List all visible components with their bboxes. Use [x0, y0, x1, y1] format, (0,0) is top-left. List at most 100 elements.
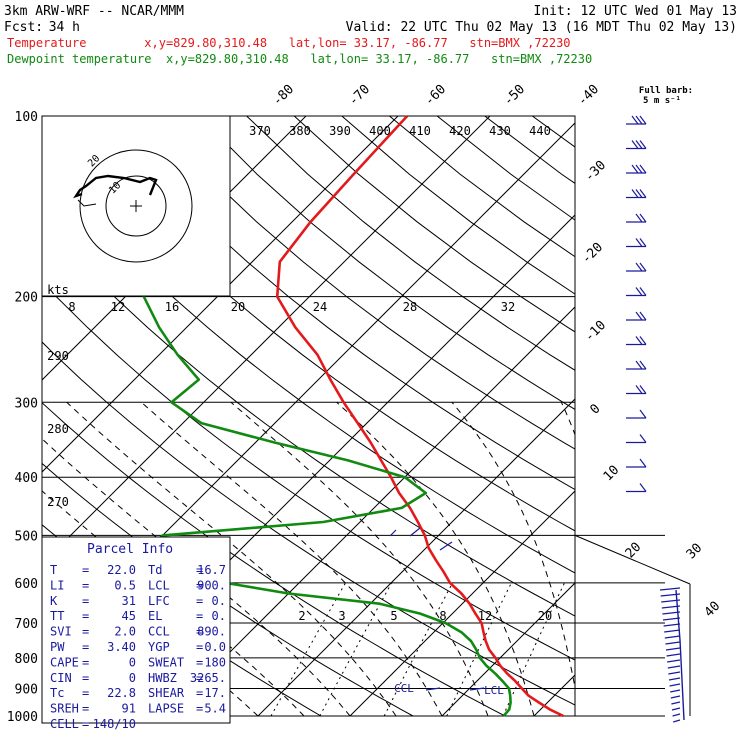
parcel-eq: = — [82, 563, 89, 577]
ccl-label: CCL — [394, 682, 414, 695]
wind-barb-low — [670, 690, 680, 692]
valid-time: Valid: 22 UTC Thu 02 May 13 (16 MDT Thu … — [346, 20, 737, 35]
dry-adiabat — [532, 116, 740, 716]
wind-barbs — [390, 116, 684, 722]
parcel-value: 22.0 — [107, 563, 136, 577]
pressure-tick-label: 300 — [15, 396, 38, 411]
wind-barb-low — [666, 648, 680, 650]
dry-adiabat — [294, 116, 740, 716]
parcel-value: 91 — [122, 702, 136, 716]
wind-barb-low — [672, 708, 680, 710]
parcel-label: T — [50, 563, 57, 577]
parcel-label: PW — [50, 640, 65, 654]
parcel-eq: = — [196, 640, 203, 654]
temperature-tick-label: 30 — [684, 541, 706, 563]
hodograph-speed-label: 32 — [501, 300, 515, 314]
barb-legend-units: 5 m s⁻¹ — [643, 96, 681, 106]
mixing-ratio-label: 20 — [538, 609, 552, 623]
hodograph-units: kts — [47, 283, 69, 297]
pressure-tick-label: 700 — [15, 617, 38, 632]
parcel-label: SVI — [50, 625, 72, 639]
wind-barb-low — [665, 636, 680, 638]
theta-label: 370 — [249, 124, 271, 138]
temperature-tick-label: 0 — [587, 401, 603, 417]
wind-barb-low — [669, 678, 680, 680]
temperature-tick-label: -80 — [270, 82, 297, 109]
wind-barb-flag — [640, 484, 646, 492]
hodograph-speed-label: 24 — [313, 300, 327, 314]
pressure-tick-label: 1000 — [7, 710, 38, 725]
parcel-value: 0.5 — [114, 578, 136, 592]
temperature-legend: Temperature x,y=829.80,310.48 lat,lon= 3… — [7, 36, 571, 50]
parcel-eq: = — [196, 609, 203, 623]
wind-barb-low — [673, 720, 680, 722]
parcel-value: 17. — [204, 686, 226, 700]
isotherm-line — [442, 116, 740, 716]
wind-barb-low — [668, 666, 680, 668]
hodograph-speed-label: 20 — [231, 300, 245, 314]
parcel-value: 0 — [129, 671, 136, 685]
parcel-label: K — [50, 594, 58, 608]
wind-barb-low — [668, 672, 680, 674]
theta-label: 410 — [409, 124, 431, 138]
mixing-ratio-line — [271, 583, 346, 716]
pressure-tick-label: 900 — [15, 683, 38, 698]
parcel-value: 900. — [197, 578, 226, 592]
hodograph-speed-label: 28 — [403, 300, 417, 314]
parcel-eq: = — [196, 655, 203, 669]
parcel-label: SHEAR — [148, 686, 185, 700]
fcst-label: Fcst: — [4, 20, 43, 35]
parcel-title: Parcel Info — [87, 542, 173, 557]
parcel-value: 45 — [122, 609, 136, 623]
wind-barb-flag — [640, 410, 646, 418]
temperature-tick-label: -10 — [582, 318, 609, 345]
isotherm-line — [350, 116, 740, 716]
parcel-value: 148/10 — [93, 717, 136, 731]
barb-legend-title: Full barb: — [639, 86, 693, 96]
temperature-tick-label: 20 — [623, 540, 645, 562]
wind-barb-low — [660, 588, 680, 590]
wind-barb-flag — [640, 435, 646, 443]
hodograph-speed-label: 8 — [68, 300, 75, 314]
dry-adiabat — [580, 116, 740, 716]
pressure-tick-label: 800 — [15, 652, 38, 667]
parcel-label: TT — [50, 609, 64, 623]
theta-label: 440 — [529, 124, 551, 138]
dewpoint-legend: Dewpoint temperature x,y=829.80,310.48 l… — [7, 52, 592, 66]
temperature-tick-label: -70 — [346, 82, 373, 109]
hodograph-speed-label: 16 — [165, 300, 179, 314]
temperature-tick-label: -50 — [501, 82, 528, 109]
parcel-label: CELL — [50, 717, 79, 731]
pressure-tick-label: 600 — [15, 577, 38, 592]
parcel-eq: = — [82, 640, 89, 654]
theta-label: 380 — [289, 124, 311, 138]
moist-adiabat — [231, 402, 488, 716]
parcel-value: 180 — [204, 655, 226, 669]
theta-side-label: 280 — [47, 422, 69, 436]
parcel-label: CCL — [148, 625, 170, 639]
wind-barb-low — [664, 624, 680, 626]
moist-adiabat — [655, 402, 672, 716]
wind-barb-low — [671, 696, 680, 698]
temperature-tick-label: -60 — [422, 82, 449, 109]
temperature-tick-label: -30 — [582, 158, 609, 185]
parcel-eq: = — [196, 702, 203, 716]
parcel-label: YGP — [148, 640, 170, 654]
moist-adiabat — [718, 402, 734, 716]
wind-barb-low — [667, 654, 680, 656]
parcel-value: 0. — [212, 609, 226, 623]
parcel-eq: = — [82, 625, 89, 639]
parcel-value: 5.4 — [204, 702, 226, 716]
wind-barb-low — [670, 684, 680, 686]
parcel-value: 2.0 — [114, 625, 136, 639]
parcel-value: 890. — [197, 625, 226, 639]
parcel-label: SREH — [50, 702, 79, 716]
wind-barb-low — [667, 660, 680, 662]
theta-label: 430 — [489, 124, 511, 138]
pressure-tick-label: 100 — [15, 110, 38, 125]
fcst-value: 34 h — [49, 20, 80, 35]
pressure-tick-label: 500 — [15, 529, 38, 544]
pressure-tick-label: 400 — [15, 471, 38, 486]
